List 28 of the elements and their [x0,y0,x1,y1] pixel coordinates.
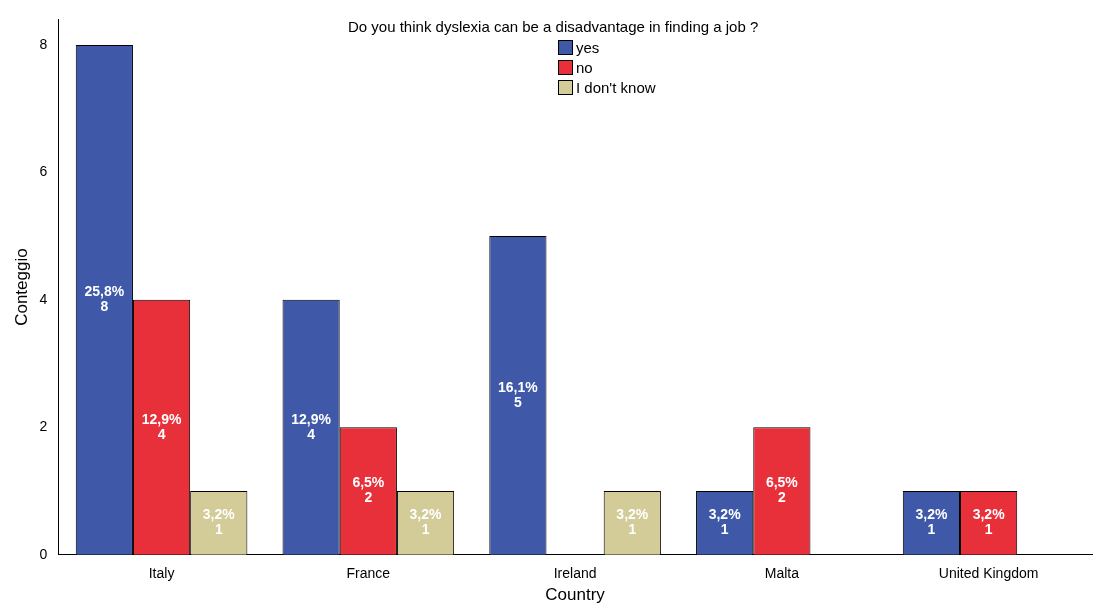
x-tick-label: Italy [148,565,175,582]
legend-title: Do you think dyslexia can be a disadvantage in finding a job ? [348,18,759,35]
data-label: 16,1% 5 [498,378,539,410]
data-label: 12,9% 4 [291,410,332,442]
data-label: 3,2% 1 [708,506,742,538]
data-label: 3,2% 1 [972,506,1006,538]
x-tick-label: United Kingdom [938,565,1039,582]
data-label: 6,5% 2 [352,474,385,506]
x-tick-label: Ireland [553,565,597,582]
y-tick-label: 8 [39,35,48,52]
y-axis-title: Conteggio [11,248,31,326]
legend-label: I don't know [576,78,656,96]
data-label: 3,2% 1 [202,506,236,538]
legend-label: no [576,58,593,76]
data-label: 3,2% 1 [616,506,649,538]
data-label: 12,9% 4 [141,410,182,442]
y-tick-label: 2 [39,418,48,435]
y-tick-label: 0 [39,545,48,562]
data-label: 3,2% 1 [409,506,443,538]
legend-label: yes [576,38,600,56]
data-label: 3,2% 1 [915,506,948,538]
x-tick-label: Malta [764,565,800,582]
x-axis-title: Country [545,585,606,605]
x-tick-label: France [346,565,391,582]
y-tick-label: 6 [39,163,48,180]
y-tick-label: 4 [39,290,48,307]
data-label: 6,5% 2 [765,474,799,506]
data-label: 25,8% 8 [84,283,125,315]
